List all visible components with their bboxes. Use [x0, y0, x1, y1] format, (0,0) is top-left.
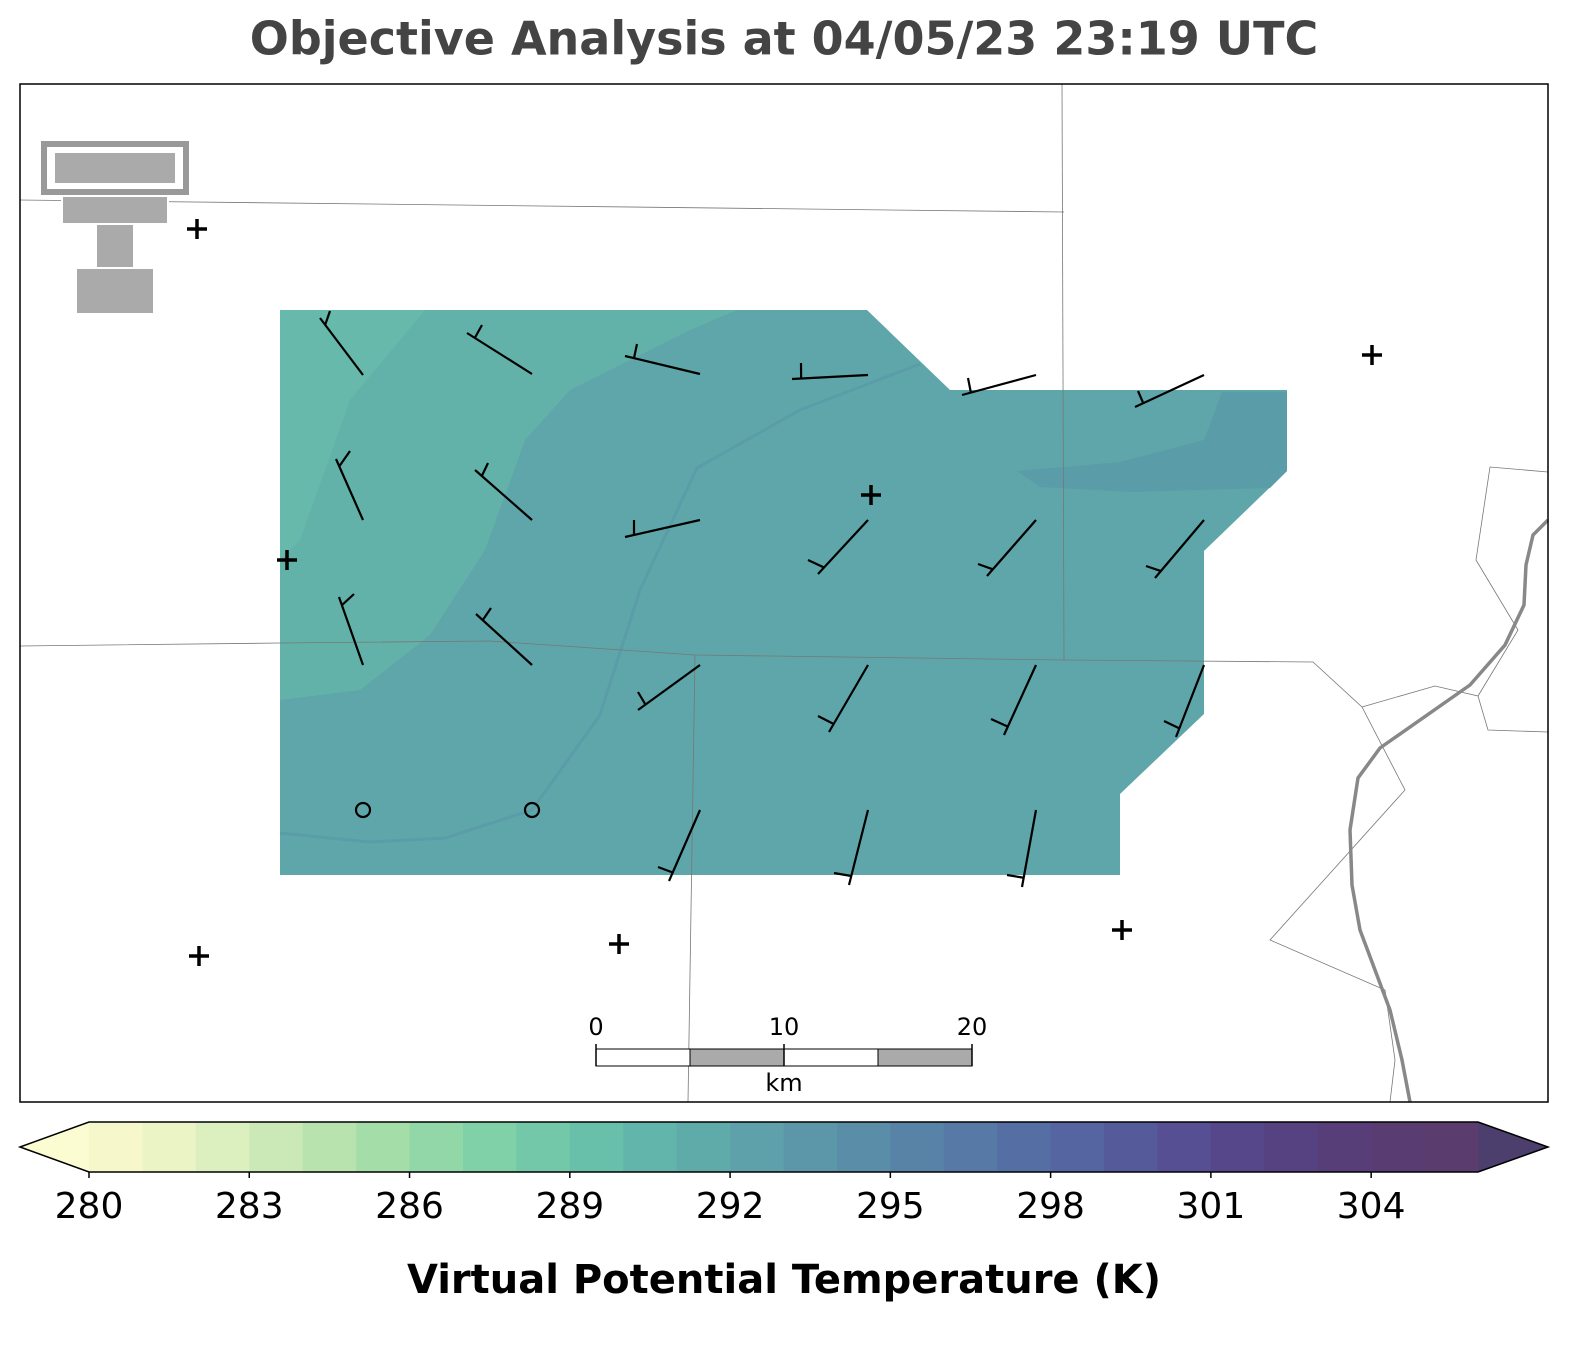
colorbar-tick-label: 295 [856, 1186, 925, 1227]
colorbar-tick-label: 298 [1016, 1186, 1085, 1227]
colorbar-tick-label: 289 [535, 1186, 604, 1227]
colorbar-bin [1104, 1122, 1158, 1172]
colorbar-tick-label: 301 [1177, 1186, 1246, 1227]
logo-stem [62, 196, 168, 224]
colorbar-tick-label: 304 [1337, 1186, 1406, 1227]
colorbar-tick-label: 283 [215, 1186, 284, 1227]
scale-tick-label: 20 [957, 1013, 988, 1041]
colorbar-extend-low [20, 1122, 89, 1172]
colorbar-bin [142, 1122, 196, 1172]
colorbar-bin [356, 1122, 410, 1172]
colorbar-bin [1264, 1122, 1318, 1172]
colorbar-label: Virtual Potential Temperature (K) [407, 1257, 1161, 1303]
colorbar-bin [944, 1122, 998, 1172]
colorbar-bin [1211, 1122, 1265, 1172]
scale-segment [878, 1049, 972, 1066]
colorbar-bin [1157, 1122, 1211, 1172]
colorbar-bin [730, 1122, 784, 1172]
scale-tick-label: 0 [588, 1013, 603, 1041]
colorbar: Virtual Potential Temperature (K) 280 283… [20, 1122, 1548, 1303]
colorbar-bin [784, 1122, 838, 1172]
colorbar-bin [677, 1122, 731, 1172]
colorbar-bin [570, 1122, 624, 1172]
colorbar-bin [1425, 1122, 1479, 1172]
colorbar-bin [837, 1122, 891, 1172]
map: km 0 10 20 [20, 84, 1548, 1102]
colorbar-bin [196, 1122, 250, 1172]
colorbar-bin [890, 1122, 944, 1172]
colorbar-bin [1318, 1122, 1372, 1172]
colorbar-bin [1051, 1122, 1105, 1172]
colorbar-bin [303, 1122, 357, 1172]
scale-tick-label: 10 [769, 1013, 800, 1041]
colorbar-bin [997, 1122, 1051, 1172]
scale-segment [690, 1049, 784, 1066]
logo-stem [76, 268, 154, 314]
colorbar-tick-label: 286 [375, 1186, 444, 1227]
colorbar-bin [89, 1122, 143, 1172]
colorbar-bin [410, 1122, 464, 1172]
colorbar-bin [463, 1122, 517, 1172]
colorbar-bin [623, 1122, 677, 1172]
colorbar-bin [516, 1122, 570, 1172]
colorbar-bin [1371, 1122, 1425, 1172]
scale-segment [596, 1049, 690, 1066]
scale-unit: km [765, 1069, 802, 1097]
colorbar-bin [249, 1122, 303, 1172]
scale-segment [784, 1049, 878, 1066]
logo-bar [54, 152, 176, 184]
colorbar-tick-label: 280 [55, 1186, 124, 1227]
title: Objective Analysis at 04/05/23 23:19 UTC [250, 12, 1319, 66]
colorbar-tick-label: 292 [696, 1186, 765, 1227]
colorbar-extend-high [1478, 1122, 1548, 1172]
